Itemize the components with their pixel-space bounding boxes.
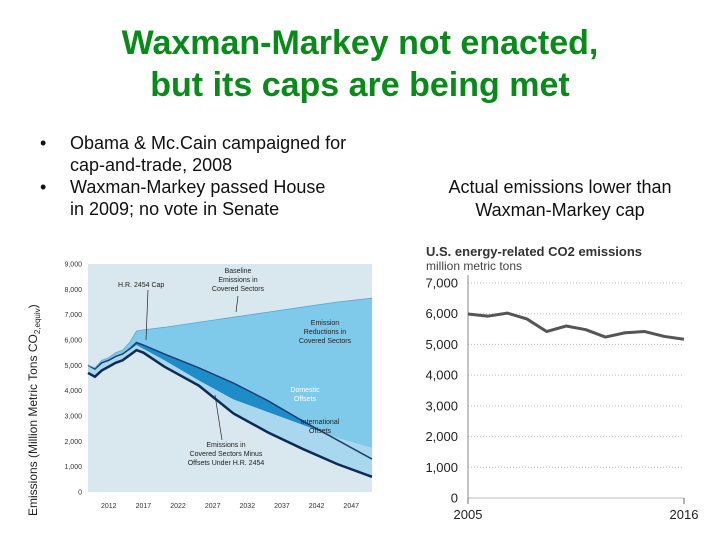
annotation-reductions: Emission Reductions in Covered Sectors [299,320,352,345]
right-x-tick-label: 2005 [454,507,483,522]
right-chart-title: U.S. energy-related CO2 emissions [426,244,642,259]
annotation-reductions-line: Covered Sectors [299,338,352,345]
left-annotations: H.R. 2454 Cap Baseline Emissions in Covered… [118,268,352,467]
annotation-international-line: Offsets [309,428,332,435]
annotation-baseline-pointer [235,295,239,313]
right-grid [467,275,684,502]
title-line-2: but its caps are being met [150,66,570,104]
left-y-axis-label-end: ) [26,304,40,308]
left-lines [87,297,373,478]
left-x-tick-label: 2047 [343,503,359,510]
right-y-tick-label: 2,000 [425,429,458,444]
bullet-text-cont: in 2009; no vote in Senate [70,199,280,219]
annotation-reductions-line: Reductions in [304,329,347,336]
annotation-cap: H.R. 2454 Cap [118,282,164,289]
left-y-tick-label: 5,000 [64,363,82,370]
left-y-tick-label: 6,000 [64,338,82,345]
annotation-minus-line: Offsets Under H.R. 2454 [188,460,265,467]
title-line-1: Waxman-Markey not enacted, [121,24,599,62]
left-x-tick-label: 2042 [309,503,325,510]
left-x-tick-label: 2012 [101,503,117,510]
emissions-line [467,311,685,341]
left-x-tick-label: 2017 [136,503,152,510]
right-y-tick-label: 7,000 [425,276,458,291]
international-offsets-area [88,345,372,477]
left-x-tick-label: 2032 [240,503,256,510]
bullet-text: Waxman-Markey passed House [70,177,326,197]
left-y-tick-label: 3,000 [64,414,82,421]
residual-area [88,350,372,492]
annotation-minus-line: Covered Sectors Minus [190,451,263,458]
left-y-ticks: 9,000 8,000 7,000 6,000 5,000 4,000 3,000 2,000… [64,262,82,497]
minus-offsets-line [87,348,373,478]
right-y-ticks: 7,000 6,000 5,000 4,000 3,000 2,000 1,000 0 [425,276,458,506]
right-x-tick-label: 2016 [670,507,699,522]
left-areas [88,298,372,492]
bullet-marker: • [40,133,47,153]
annotation-baseline-line: Emissions in [218,277,257,284]
left-x-tick-label: 2022 [170,503,186,510]
left-y-tick-label: 8,000 [64,287,82,294]
annotation-domestic: Domestic Offsets [290,387,320,403]
left-y-tick-label: 0 [78,490,82,497]
annotation-baseline: Baseline Emissions in Covered Sectors [212,268,265,293]
right-y-tick-label: 0 [451,491,458,506]
bullet-text-cont: cap-and-trade, 2008 [70,155,233,175]
right-x-ticks: 2005 2016 [454,498,699,522]
right-y-tick-label: 6,000 [425,306,458,321]
annotation-baseline-line: Covered Sectors [212,286,265,293]
bullet-item: • Obama & Mc.Cain campaigned for cap-and… [40,132,400,176]
bullet-marker: • [40,177,47,197]
annotation-minus-pointer [214,394,223,441]
left-y-tick-label: 4,000 [64,388,82,395]
left-y-axis-label-sub: 2,equiv [33,308,42,334]
annotation-minus-line: Emissions in [206,442,245,449]
right-caption: Actual emissions lower than Waxman-Marke… [430,176,690,222]
left-y-tick-label: 9,000 [64,262,82,269]
right-y-tick-label: 5,000 [425,337,458,352]
cap-line [87,341,373,460]
left-y-tick-label: 2,000 [64,439,82,446]
right-chart-subtitle: million metric tons [426,259,522,273]
caption-line-1: Actual emissions lower than [448,177,672,197]
annotation-baseline-line: Baseline [225,268,252,275]
caption-line-2: Waxman-Markey cap [475,200,645,220]
annotation-domestic-line: Domestic [290,387,320,394]
annotation-minus: Emissions in Covered Sectors Minus Offsets… [188,442,265,467]
bullet-text: Obama & Mc.Cain campaigned for [70,133,347,153]
annotation-cap-pointer [145,289,149,341]
left-y-tick-label: 7,000 [64,312,82,319]
left-x-tick-label: 2027 [205,503,221,510]
bullet-item: • Waxman-Markey passed House in 2009; no… [40,176,400,220]
slide-title: Waxman-Markey not enacted, but its caps … [0,22,720,106]
annotation-international: International Offsets [301,419,340,435]
right-line [467,311,685,341]
right-y-tick-label: 1,000 [425,460,458,475]
right-y-tick-label: 3,000 [425,398,458,413]
annotation-reductions-line: Emission [311,320,340,327]
annotation-domestic-line: Offsets [294,396,317,403]
left-y-axis-label-main: Emissions (Million Metric Tons CO [26,334,40,516]
left-x-ticks: 2012 2017 2022 2027 2032 2037 2042 2047 [101,503,359,510]
left-y-axis-label: Emissions (Million Metric Tons CO2,equiv… [26,304,42,516]
right-y-tick-label: 4,000 [425,368,458,383]
left-x-tick-label: 2037 [274,503,290,510]
bullet-list: • Obama & Mc.Cain campaigned for cap-and… [40,132,400,220]
left-y-tick-label: 1,000 [64,464,82,471]
baseline-area [88,298,372,460]
baseline-line [87,297,373,369]
annotation-international-line: International [301,419,340,426]
